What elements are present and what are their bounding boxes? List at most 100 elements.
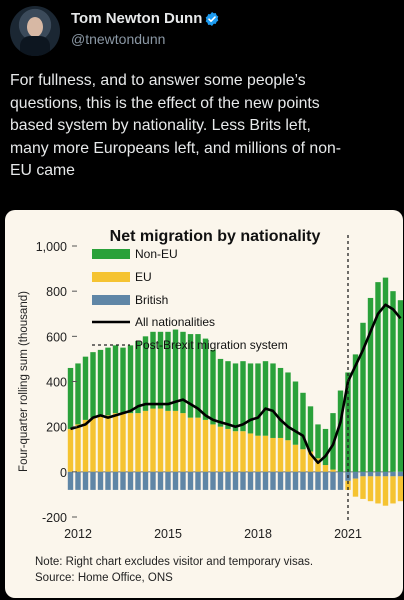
bar-non-eu <box>75 363 81 425</box>
bar-non-eu <box>232 363 239 432</box>
bar-eu <box>195 417 201 472</box>
bar-eu <box>172 410 179 472</box>
bar-british <box>135 471 141 490</box>
bar-non-eu <box>307 406 314 452</box>
bar-eu <box>97 415 104 472</box>
bar-british <box>120 471 126 490</box>
bar-british <box>180 471 186 490</box>
bar-non-eu <box>135 340 141 414</box>
bar-british <box>285 471 291 490</box>
bar-eu <box>210 424 216 472</box>
legend-label-eu: EU <box>135 270 152 284</box>
bar-non-eu <box>202 338 209 420</box>
bar-british <box>360 471 366 477</box>
bar-non-eu <box>172 329 179 411</box>
bar-non-eu <box>210 349 216 425</box>
bar-non-eu <box>180 331 186 414</box>
x-tick-label: 2018 <box>244 527 272 541</box>
avatar-suit <box>20 36 50 56</box>
bar-british <box>315 471 321 490</box>
bar-eu <box>105 415 111 472</box>
bar-non-eu <box>390 291 396 472</box>
bar-british <box>262 471 269 490</box>
bar-eu <box>397 476 403 502</box>
bar-eu <box>240 431 246 472</box>
bar-non-eu <box>315 424 321 459</box>
bar-non-eu <box>375 282 381 472</box>
legend-label-non_eu: Non-EU <box>135 247 178 261</box>
legend-swatch-eu <box>92 272 130 282</box>
bar-non-eu <box>67 367 74 429</box>
bar-british <box>382 471 389 477</box>
bar-non-eu <box>397 300 403 472</box>
net-migration-chart: 1,000 800 600 400 200 0 -200 Four-quarter rolli… <box>18 228 403 584</box>
bar-british <box>225 471 231 490</box>
bar-non-eu <box>165 331 171 411</box>
bar-british <box>82 471 89 490</box>
bar-non-eu <box>382 277 389 472</box>
bar-british <box>367 471 374 477</box>
bar-british <box>97 471 104 490</box>
bar-eu <box>150 408 156 472</box>
bar-british <box>202 471 209 490</box>
bar-eu <box>255 435 261 472</box>
legend-swatch-non_eu <box>92 249 130 259</box>
bar-eu <box>382 476 389 506</box>
bar-eu <box>157 408 164 472</box>
verified-badge-icon <box>205 12 219 26</box>
bar-british <box>390 471 396 477</box>
bar-eu <box>232 431 239 472</box>
bar-eu <box>345 480 351 490</box>
bar-british <box>375 471 381 477</box>
bar-british <box>307 471 314 490</box>
y-tick-label: 200 <box>46 421 67 435</box>
bar-non-eu <box>225 361 231 429</box>
bar-eu <box>90 417 96 472</box>
bar-british <box>397 471 403 477</box>
bar-british <box>187 471 194 490</box>
bar-eu <box>330 469 336 472</box>
bar-non-eu <box>97 349 104 416</box>
bar-british <box>67 471 74 490</box>
avatar-face <box>27 17 43 37</box>
bar-non-eu <box>112 345 119 414</box>
bar-eu <box>142 410 149 472</box>
tweet-text: For fullness, and to answer some people’… <box>10 72 342 180</box>
bar-non-eu <box>247 363 254 434</box>
bar-eu <box>180 413 186 472</box>
bar-british <box>322 471 329 490</box>
bar-non-eu <box>255 363 261 436</box>
bar-british <box>75 471 81 490</box>
bar-eu <box>390 476 396 504</box>
bar-eu <box>322 465 329 472</box>
avatar[interactable] <box>10 6 60 56</box>
bar-british <box>217 471 224 490</box>
bar-eu <box>187 417 194 472</box>
bar-eu <box>225 428 231 472</box>
bar-british <box>352 471 359 479</box>
legend-label-british: British <box>135 293 168 307</box>
bar-british <box>195 471 201 490</box>
bar-eu <box>82 419 89 472</box>
bar-non-eu <box>127 345 134 414</box>
bar-british <box>277 471 284 490</box>
bar-eu <box>202 419 209 472</box>
author-name[interactable]: Tom Newton Dunn <box>71 10 203 27</box>
chart-source: Source: Home Office, ONS <box>35 572 173 584</box>
bar-british <box>240 471 246 490</box>
bar-british <box>232 471 239 490</box>
bar-eu <box>315 458 321 472</box>
bar-eu <box>367 476 374 502</box>
bar-non-eu <box>157 331 164 409</box>
y-tick-label: 0 <box>60 466 67 480</box>
x-tick-label: 2012 <box>64 527 92 541</box>
bar-non-eu <box>352 354 359 472</box>
bar-non-eu <box>292 381 299 445</box>
chart-title: Net migration by nationality <box>110 228 321 245</box>
bar-eu <box>217 426 224 472</box>
bar-non-eu <box>285 372 291 441</box>
legend-label-all: All nationalities <box>135 315 215 329</box>
bar-eu <box>75 424 81 472</box>
bar-eu <box>300 449 306 472</box>
author-handle[interactable]: @tnewtondunn <box>71 31 166 47</box>
